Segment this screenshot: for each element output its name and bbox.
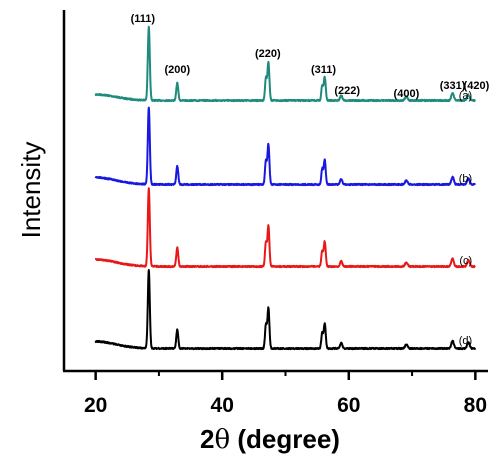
peak-label: (200) [164,64,190,76]
series-line-4 [94,268,477,351]
peak-label-layer: (111) (200) (220) (311) (222) (400) (331)(420) [131,13,490,100]
series-label-3: (c) [459,255,472,267]
peak-label: (331) [440,80,466,92]
x-ticks: 20 40 60 80 [84,371,487,417]
peak-label: (420) [464,80,490,92]
series-label-4: (d) [459,335,472,347]
peak-label: (222) [334,85,360,97]
peak-label: (400) [394,88,420,100]
peak-label: (220) [255,48,281,60]
series-line-1 [94,25,476,103]
x-tick-label: 40 [211,394,234,417]
peak-label: (311) [311,64,336,76]
x-tick-label: 80 [464,394,487,417]
series-line-3 [94,187,476,269]
series-label-2: (b) [459,173,472,185]
x-tick-label: 20 [84,394,107,417]
peak-label: (111) [131,13,156,25]
series-label-layer: (a) (b) (c) (d) [459,90,472,347]
x-axis-label: 2θ (degree) [200,424,340,455]
series-line-2 [94,106,476,187]
series-layer [94,25,477,351]
axes [62,10,488,373]
y-axis-label: Intensity [16,142,46,239]
x-tick-label: 60 [337,394,360,417]
series-label-1: (a) [459,90,472,102]
